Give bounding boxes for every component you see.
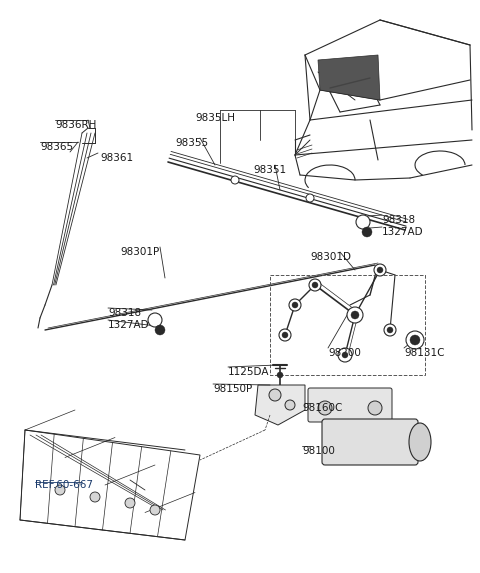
Circle shape <box>306 194 314 202</box>
Text: 98200: 98200 <box>328 348 361 358</box>
Text: 98301D: 98301D <box>310 252 351 262</box>
Text: 98355: 98355 <box>175 138 208 148</box>
Circle shape <box>279 329 291 341</box>
Text: 1327AD: 1327AD <box>382 227 424 237</box>
Bar <box>270 275 425 375</box>
Circle shape <box>347 307 363 323</box>
Circle shape <box>277 372 283 378</box>
FancyBboxPatch shape <box>308 388 392 422</box>
Circle shape <box>342 352 348 358</box>
Text: 98361: 98361 <box>100 153 133 163</box>
Text: 1125DA: 1125DA <box>228 367 269 377</box>
Text: 98301P: 98301P <box>120 247 159 257</box>
Text: 9836RH: 9836RH <box>55 120 96 130</box>
Text: 98365: 98365 <box>40 142 73 152</box>
Circle shape <box>356 215 370 229</box>
Circle shape <box>351 311 359 319</box>
Circle shape <box>410 335 420 345</box>
Text: 98131C: 98131C <box>404 348 444 358</box>
Text: 9835LH: 9835LH <box>195 113 235 123</box>
Text: REF.60-667: REF.60-667 <box>35 480 93 490</box>
Circle shape <box>150 505 160 515</box>
Circle shape <box>155 325 165 335</box>
Text: 98318: 98318 <box>108 308 141 318</box>
Circle shape <box>384 324 396 336</box>
Circle shape <box>362 227 372 237</box>
Text: 98160C: 98160C <box>302 403 342 413</box>
Circle shape <box>282 332 288 338</box>
Polygon shape <box>318 55 380 100</box>
Circle shape <box>269 389 281 401</box>
Circle shape <box>406 331 424 349</box>
Circle shape <box>55 485 65 495</box>
Circle shape <box>374 264 386 276</box>
Circle shape <box>148 313 162 327</box>
Circle shape <box>368 401 382 415</box>
Circle shape <box>231 176 239 184</box>
Text: 98100: 98100 <box>302 446 335 456</box>
Circle shape <box>289 299 301 311</box>
Polygon shape <box>255 385 305 425</box>
Text: 98318: 98318 <box>382 215 415 225</box>
FancyBboxPatch shape <box>322 419 418 465</box>
Circle shape <box>338 348 352 362</box>
Text: 98351: 98351 <box>253 165 286 175</box>
Circle shape <box>318 401 332 415</box>
Circle shape <box>309 279 321 291</box>
Circle shape <box>312 282 318 288</box>
Circle shape <box>292 302 298 308</box>
Circle shape <box>387 327 393 333</box>
Ellipse shape <box>409 423 431 461</box>
Text: 1327AD: 1327AD <box>108 320 150 330</box>
Circle shape <box>377 267 383 273</box>
Circle shape <box>125 498 135 508</box>
Text: 98150P: 98150P <box>213 384 252 394</box>
Circle shape <box>90 492 100 502</box>
Circle shape <box>285 400 295 410</box>
